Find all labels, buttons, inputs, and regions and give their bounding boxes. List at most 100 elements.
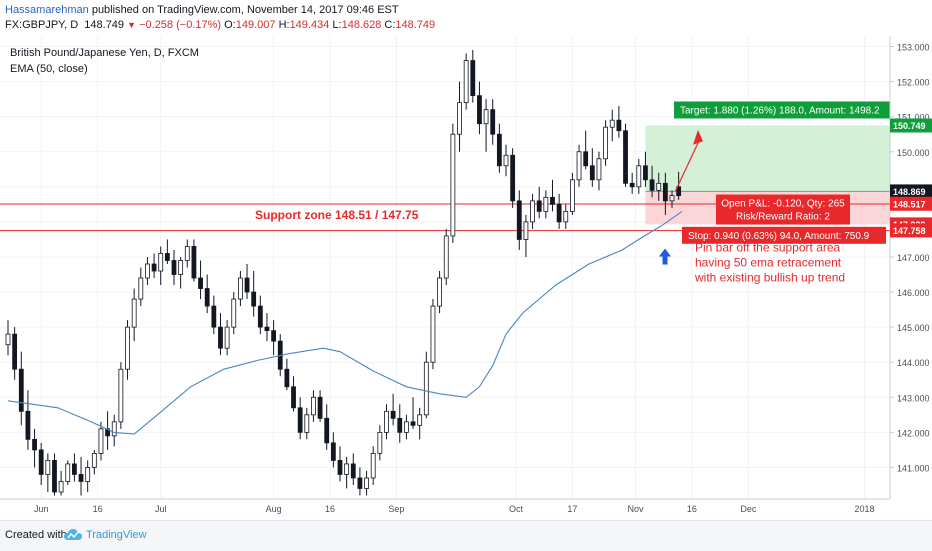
price-label: 147.758 xyxy=(893,226,926,236)
x-tick-label: Oct xyxy=(509,504,524,514)
candle-body xyxy=(244,277,250,293)
candle-body xyxy=(324,417,330,444)
candle-body xyxy=(78,474,84,482)
chart-legend-title: British Pound/Japanese Yen, D, FXCM xyxy=(10,47,199,59)
candle-body xyxy=(178,260,184,275)
candle-body xyxy=(450,133,456,237)
candle-body xyxy=(91,453,97,468)
candle-body xyxy=(211,305,217,328)
author-link[interactable]: Hassamarehman xyxy=(5,4,89,16)
profit-zone xyxy=(645,125,890,192)
candle-body xyxy=(98,428,104,454)
candle-body xyxy=(384,410,389,433)
candle-body xyxy=(483,109,489,125)
time-axis[interactable]: Jun 16 Jul Aug 16 Sep Oct 17 Nov 16 Dec 2018 xyxy=(0,498,890,514)
candle-body xyxy=(218,326,223,349)
candle-body xyxy=(536,200,542,212)
last-price: 148.749 xyxy=(84,19,125,31)
x-tick-label: 2018 xyxy=(855,504,875,514)
price-change: −0.258 (−0.17%) xyxy=(139,19,222,31)
candle-body xyxy=(111,421,117,437)
candle-body xyxy=(32,438,37,451)
candle-body xyxy=(662,182,668,202)
candle-body xyxy=(231,298,237,328)
candle-body xyxy=(390,410,396,419)
candle-body xyxy=(423,361,429,416)
x-tick-label: Jul xyxy=(155,504,167,514)
candle-body xyxy=(204,288,210,307)
candle-body xyxy=(171,260,177,275)
candle-body xyxy=(191,246,197,279)
up-arrow-icon xyxy=(659,248,671,265)
candle-body xyxy=(583,151,589,167)
annotations: Support zone 148.51 / 147.75 Target: 1.88… xyxy=(255,101,890,285)
x-tick-label: Sep xyxy=(388,504,404,514)
candle-body xyxy=(38,449,44,475)
price-chart[interactable]: Support zone 148.51 / 147.75 Target: 1.88… xyxy=(0,36,932,520)
candle-body xyxy=(271,330,277,342)
candle-body xyxy=(125,326,130,370)
candle-body xyxy=(510,154,516,202)
target-label-box xyxy=(674,101,890,119)
candle-body xyxy=(516,200,522,240)
candle-body xyxy=(297,407,303,433)
candle-body xyxy=(58,481,64,493)
candle-body xyxy=(131,298,137,328)
y-tick-label: 145.000 xyxy=(897,323,930,333)
candle-body xyxy=(503,154,509,167)
candle-body xyxy=(397,417,403,433)
candle-body xyxy=(636,165,642,188)
candle-body xyxy=(410,421,416,426)
candle-body xyxy=(45,460,51,475)
candle-body xyxy=(589,165,595,181)
candle-body xyxy=(337,460,343,475)
candle-body xyxy=(12,333,18,370)
close-value: 148.749 xyxy=(395,19,436,31)
candle-body xyxy=(330,442,336,461)
price-label-box xyxy=(890,223,932,238)
candle-body xyxy=(669,195,675,202)
x-tick-label: 16 xyxy=(93,504,103,514)
candle-body xyxy=(576,151,582,181)
candle-body xyxy=(629,182,635,188)
x-tick-label: 16 xyxy=(687,504,697,514)
candle-body xyxy=(403,421,409,433)
stop-label-box xyxy=(682,226,886,244)
target-arrow-head xyxy=(693,130,703,145)
price-axis[interactable]: 141.000 142.000 143.000 144.000 145.000 146.0… xyxy=(889,36,932,499)
candle-body xyxy=(609,119,615,128)
candle-body xyxy=(443,235,449,279)
target-arrow-line xyxy=(674,142,699,192)
price-label: 150.749 xyxy=(893,121,926,131)
x-tick-label: Aug xyxy=(266,504,282,514)
candle-body xyxy=(224,326,230,349)
tradingview-cloud-icon xyxy=(64,529,82,540)
candle-body xyxy=(350,463,356,479)
low-value: 148.628 xyxy=(341,19,382,31)
candle-body xyxy=(603,126,608,160)
support-zone-label: Support zone 148.51 / 147.75 xyxy=(255,208,419,222)
x-tick-label: 17 xyxy=(567,504,577,514)
price-label-box xyxy=(890,118,932,133)
candle-body xyxy=(311,396,316,416)
candle-body xyxy=(430,305,436,363)
candle-body xyxy=(65,463,71,482)
y-tick-label: 152.000 xyxy=(897,78,930,88)
candle-body xyxy=(490,109,496,135)
candle-body xyxy=(417,414,423,426)
candle-body xyxy=(138,277,144,300)
annotation-line: with existing bullish up trend xyxy=(694,271,845,285)
annotation-line: having 50 ema retracement xyxy=(695,256,842,270)
candle-body xyxy=(257,305,263,328)
risk-reward-label: Risk/Reward Ratio: 2 xyxy=(736,212,830,223)
annotation-line: Pin bar off the support area xyxy=(695,241,841,255)
candle-body xyxy=(25,410,31,440)
y-tick-label: 143.000 xyxy=(897,393,930,403)
candle-body xyxy=(357,477,363,489)
price-label: 148.517 xyxy=(893,199,926,209)
candle-body xyxy=(470,60,476,97)
tradingview-brand[interactable]: TradingView xyxy=(86,529,147,541)
candle-body xyxy=(264,326,270,332)
chart-legend-ema: EMA (50, close) xyxy=(10,63,88,75)
close-label: C: xyxy=(384,19,396,31)
